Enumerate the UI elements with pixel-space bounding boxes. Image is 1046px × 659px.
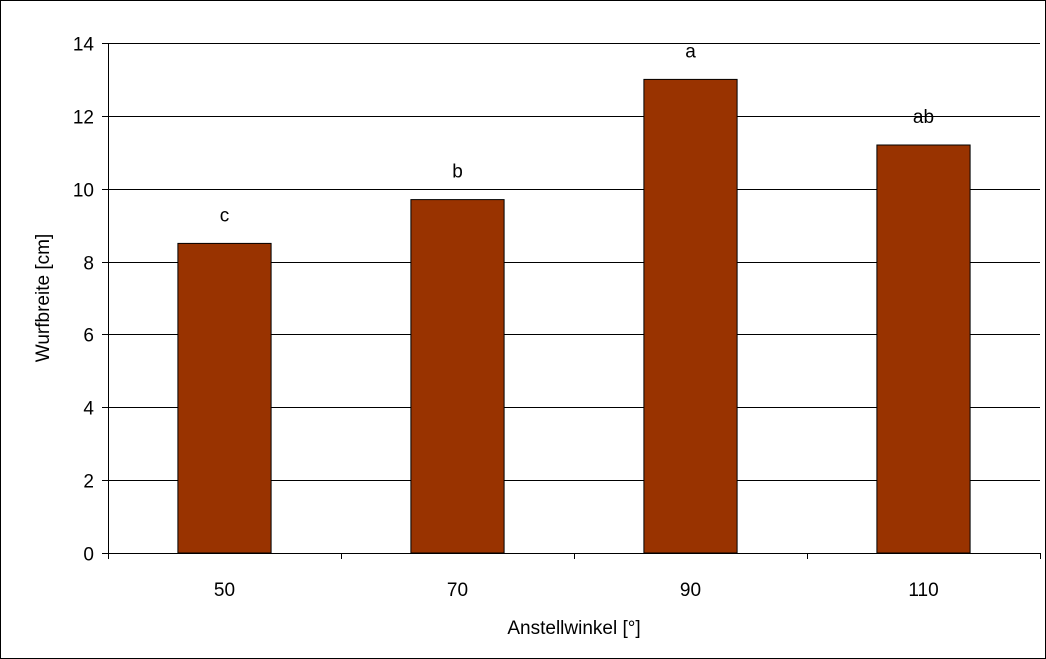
- bar: [177, 242, 272, 554]
- data-label: a: [685, 41, 696, 62]
- bar: [643, 78, 738, 554]
- y-tick-label: 14: [73, 35, 95, 56]
- data-label: c: [220, 205, 230, 226]
- y-tick-label: 10: [73, 181, 94, 202]
- x-axis-ticks: 50 70 90 110: [108, 553, 1041, 601]
- x-tick-label: 90: [680, 580, 701, 601]
- data-label: b: [452, 162, 463, 183]
- x-tick-label: 70: [447, 580, 468, 601]
- bar: [410, 199, 505, 554]
- bar: [876, 144, 971, 554]
- y-axis-ticks: 0 2 4 6 8 10 12 14: [73, 35, 108, 566]
- y-tick-label: 8: [83, 254, 94, 275]
- y-tick-label: 12: [73, 108, 94, 129]
- x-tick-label: 50: [214, 580, 235, 601]
- y-tick-label: 6: [83, 326, 94, 347]
- y-tick-label: 2: [83, 472, 94, 493]
- y-tick-label: 4: [83, 399, 94, 420]
- x-axis-title: Anstellwinkel [°]: [507, 618, 640, 639]
- x-tick-label: 110: [908, 580, 938, 601]
- bars: [177, 78, 971, 554]
- data-label: ab: [913, 107, 934, 128]
- y-axis-title: Wurfbreite [cm]: [33, 234, 54, 362]
- data-labels: c b a ab: [220, 41, 934, 226]
- y-tick-label: 0: [83, 545, 94, 566]
